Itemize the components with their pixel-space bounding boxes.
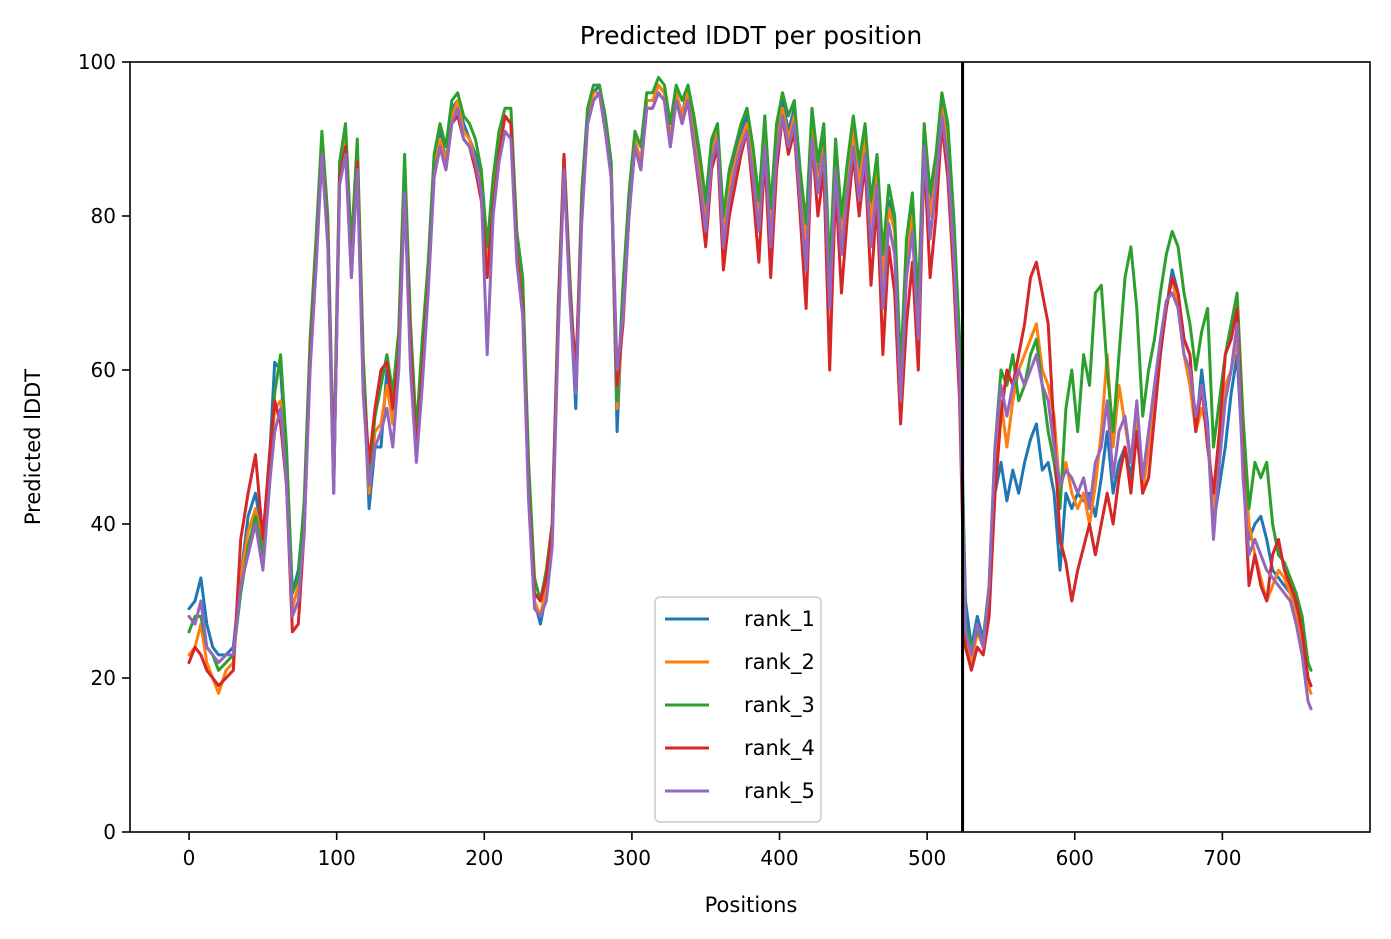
x-tick-label: 300 [613,846,651,870]
series-line-rank-3 [187,75,1313,672]
x-axis-label: Positions [705,893,798,917]
x-tick-label: 0 [183,846,196,870]
series-line-rank-5 [187,91,1313,711]
legend: rank_1 rank_2 rank_3 rank_4 rank_5 [654,596,822,823]
x-tick-label: 500 [908,846,946,870]
legend-label-rank-1: rank_1 [744,607,815,632]
y-tick-label: 100 [78,50,116,74]
y-tick-label: 0 [103,820,116,844]
axes: 0 100 200 300 400 500 600 700 0 20 40 60 80 100 [78,50,1371,870]
legend-box [654,596,822,823]
series-line-rank-4 [187,91,1313,688]
x-tick-label: 100 [318,846,356,870]
y-axis-label: Predicted lDDT [21,369,45,525]
legend-label-rank-3: rank_3 [744,693,815,718]
y-tick-label: 40 [91,512,116,536]
legend-label-rank-5: rank_5 [744,779,815,804]
legend-label-rank-4: rank_4 [744,736,815,761]
x-tick-label: 200 [465,846,503,870]
legend-label-rank-2: rank_2 [744,650,815,675]
x-tick-label: 700 [1203,846,1241,870]
y-tick-label: 60 [91,358,116,382]
plot-frame [129,61,1371,833]
x-tick-label: 600 [1056,846,1094,870]
x-tick-label: 400 [760,846,798,870]
y-tick-label: 80 [91,204,116,228]
y-tick-label: 20 [91,666,116,690]
chart-title: Predicted lDDT per position [580,21,922,50]
series-lines [187,75,1313,711]
